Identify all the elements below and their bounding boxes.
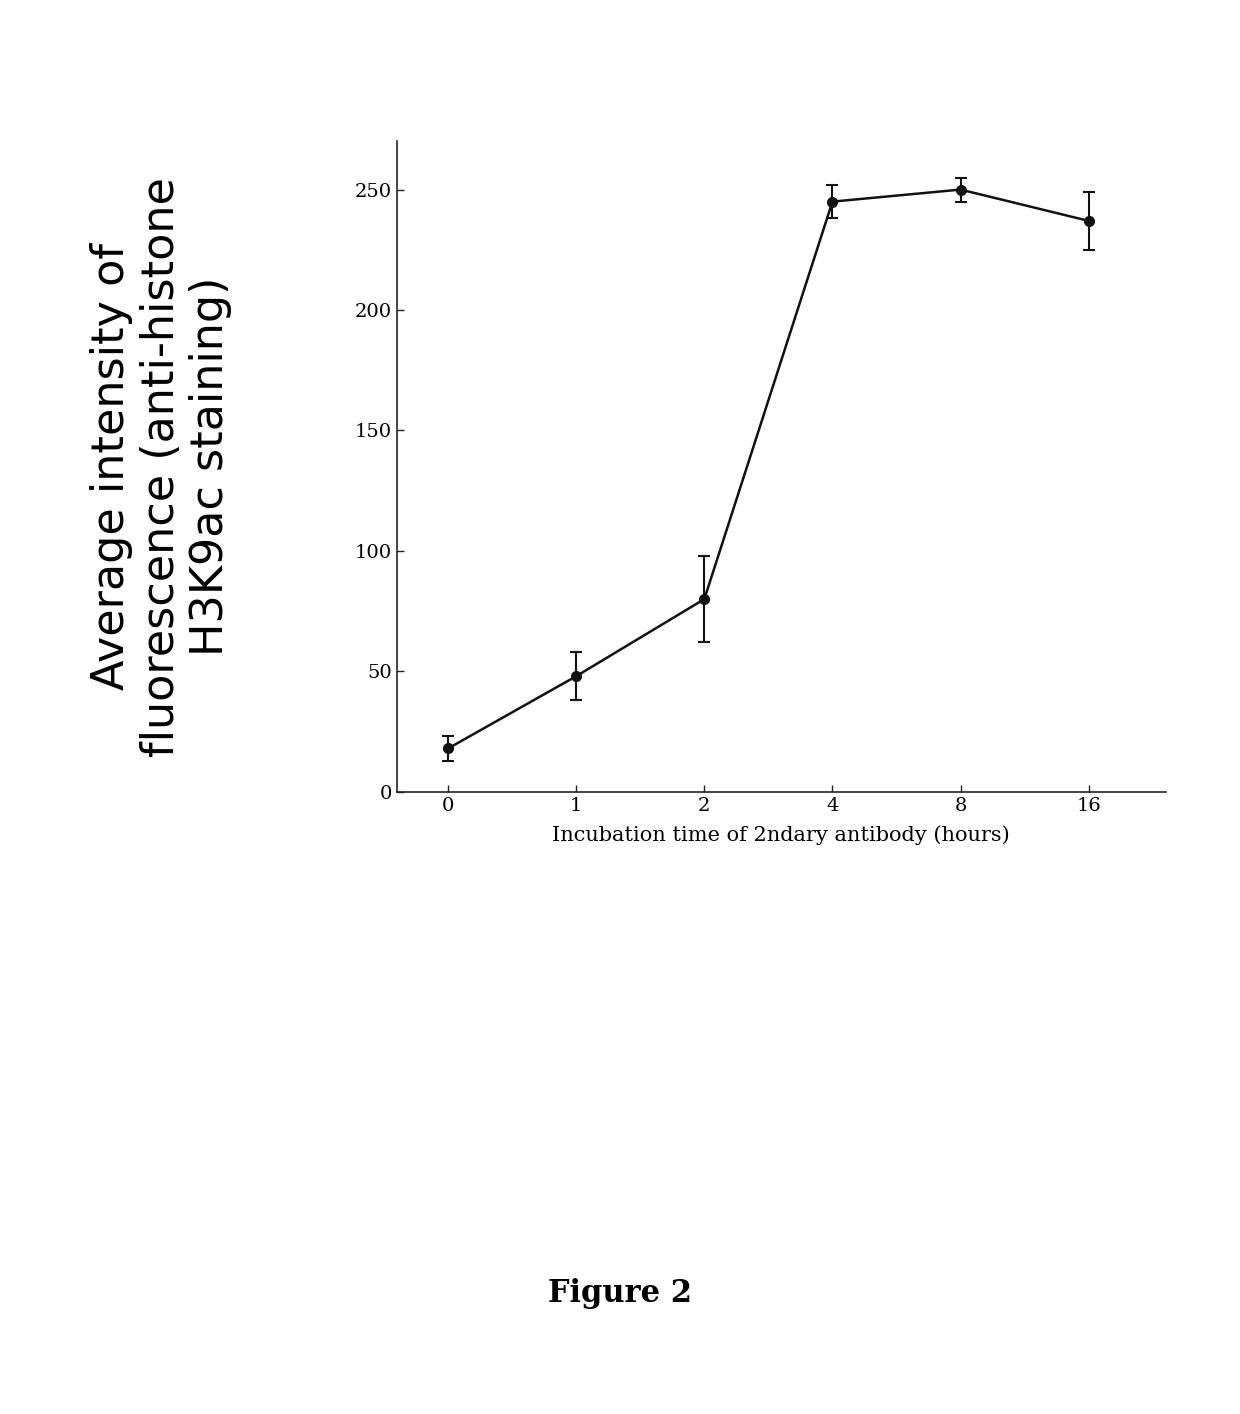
Text: Figure 2: Figure 2 [548,1278,692,1309]
X-axis label: Incubation time of 2ndary antibody (hours): Incubation time of 2ndary antibody (hour… [552,826,1011,846]
Text: Average intensity of
fluorescence (anti-histone
H3K9ac staining): Average intensity of fluorescence (anti-… [91,177,233,756]
